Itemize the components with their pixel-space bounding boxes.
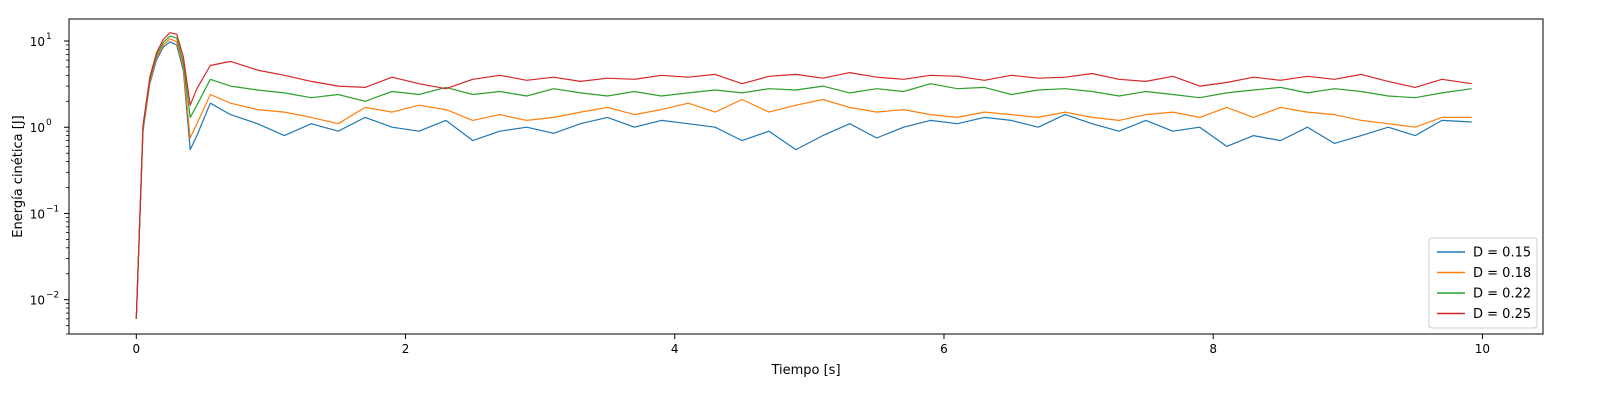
y-tick-base: 10 [30, 294, 45, 308]
x-tick-label: 4 [671, 342, 679, 356]
series-line-1 [135, 41, 1472, 319]
y-tick-label: 10 [30, 294, 45, 308]
x-tick-label: 10 [1475, 342, 1490, 356]
x-axis-ticks: 0 2 4 6 8 10 [132, 334, 1490, 356]
y-tick-base: 10 [30, 121, 45, 135]
y-tick-exponent: −2 [46, 291, 59, 301]
legend: D = 0.15 D = 0.18 D = 0.22 D = 0.25 [1428, 237, 1538, 329]
legend-label: D = 0.15 [1473, 246, 1531, 261]
y-tick-label: 10 [30, 35, 45, 49]
x-tick-label: 8 [1209, 342, 1217, 356]
plot-frame [68, 18, 1544, 335]
y-tick-exponent: 0 [46, 118, 52, 128]
legend-label: D = 0.22 [1473, 287, 1531, 302]
series-layer [135, 32, 1472, 319]
legend-label: D = 0.25 [1473, 307, 1531, 322]
y-tick-label: 10 [30, 207, 45, 221]
series-line-4 [135, 32, 1472, 319]
y-tick-base: 10 [30, 207, 45, 221]
legend-label: D = 0.18 [1473, 266, 1531, 281]
y-tick-base: 10 [30, 35, 45, 49]
y-tick-label: 10 [30, 121, 45, 135]
y-tick-exponent: 1 [46, 32, 52, 42]
series-line-3 [135, 35, 1472, 319]
x-tick-label: 2 [402, 342, 410, 356]
x-axis-label: Tiempo [s] [770, 363, 840, 378]
series-line-2 [135, 38, 1472, 319]
y-axis-label: Energía cinética [J] [11, 115, 26, 237]
legend-box [1428, 237, 1538, 329]
y-tick-exponent: −1 [46, 204, 59, 214]
x-tick-label: 6 [940, 342, 948, 356]
x-tick-label: 0 [132, 342, 140, 356]
